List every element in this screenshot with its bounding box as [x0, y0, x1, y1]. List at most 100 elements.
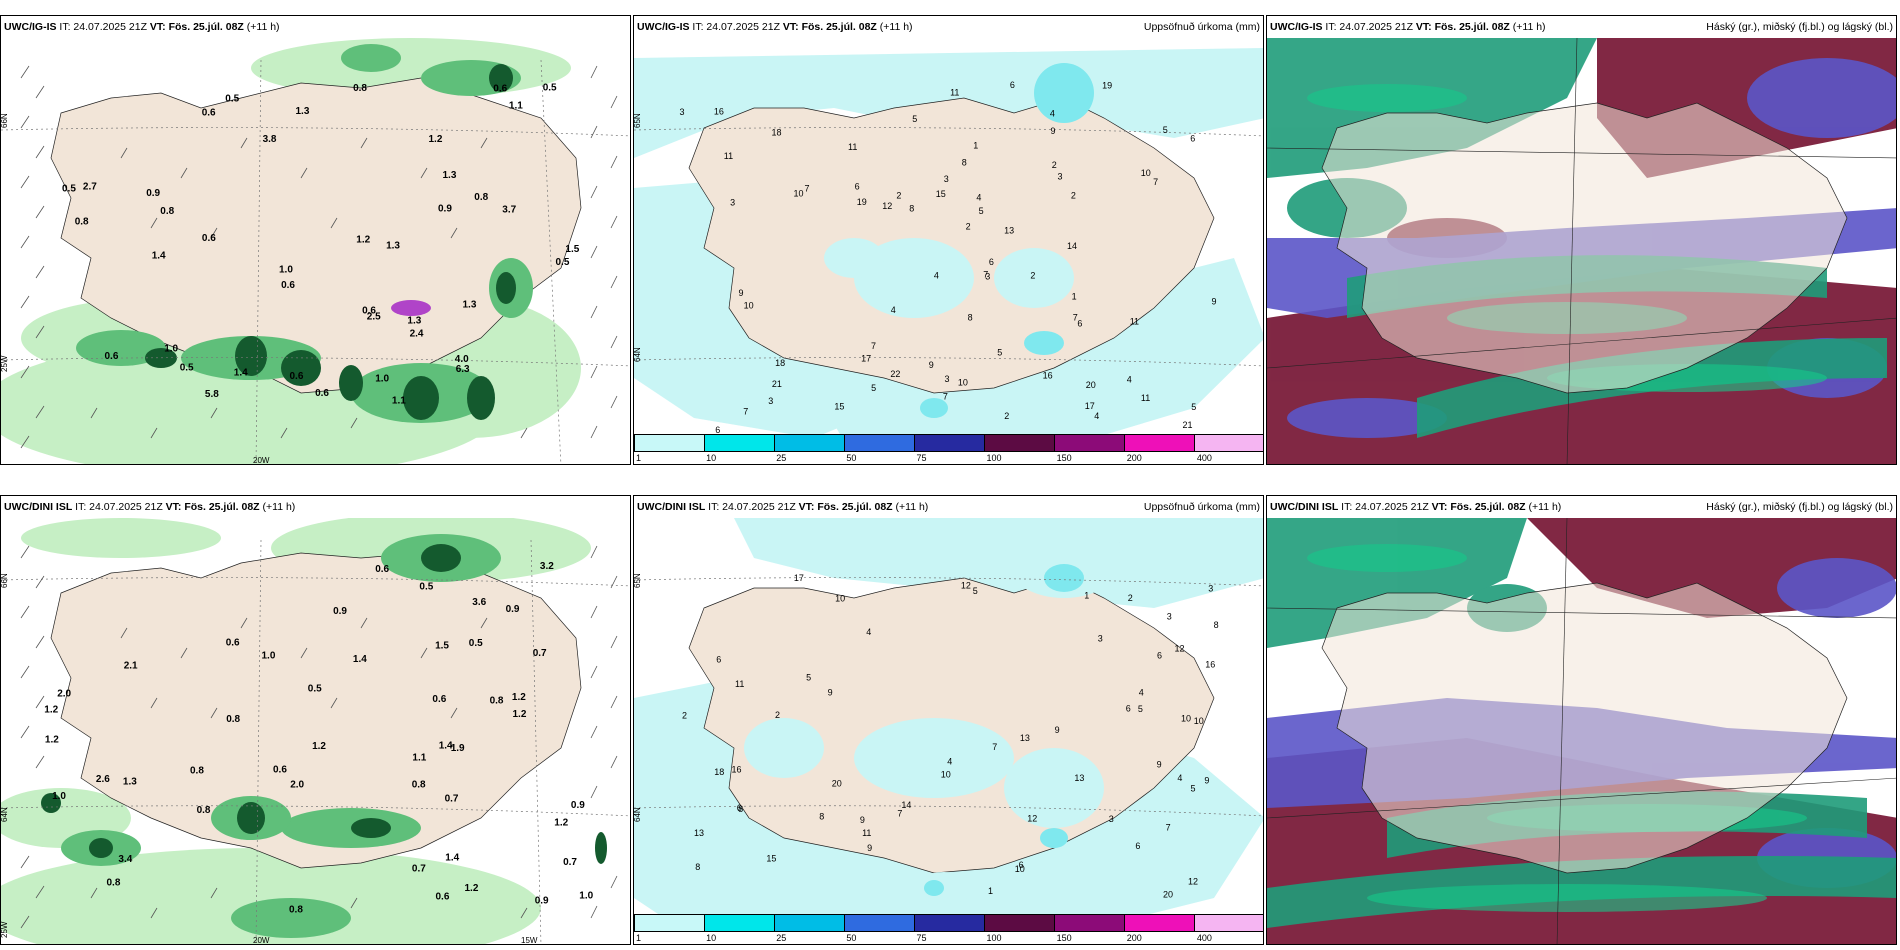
value-label: 5.8 [205, 389, 219, 400]
colorbar-ticks: 1 10 25 50 75 100 150 200 400 [634, 932, 1263, 944]
axis-lon: 25W [1, 921, 9, 938]
value-label: 18 [775, 358, 785, 368]
value-label: 21 [1183, 420, 1193, 430]
value-label: 6 [1157, 651, 1162, 661]
value-label: 1.2 [429, 134, 443, 145]
value-label: 2 [682, 711, 687, 721]
colorbar-swatch [635, 915, 705, 931]
value-label: 3 [1208, 584, 1213, 594]
value-label: 3 [1109, 814, 1114, 824]
value-label: 5 [979, 206, 984, 216]
value-labels: 5869410202015171213131691091864321213876… [682, 573, 1219, 900]
value-label: 7 [992, 742, 997, 752]
panel-header: UWC/IG-IS IT: 24.07.2025 21Z VT: Fös. 25… [634, 16, 1263, 38]
colorbar-swatch [1125, 435, 1195, 451]
value-label: 11 [1130, 316, 1139, 326]
wind-map: 66N 64N 25W 20W 15W 0.8 0.9 0.8 1.2 0.7 0.5 1.… [1, 518, 630, 945]
axis-lat: 65N [634, 113, 642, 128]
value-label: 2 [1128, 593, 1133, 603]
value-label: 0.5 [180, 363, 194, 374]
value-label: 2.7 [83, 182, 97, 193]
value-label: 0.6 [290, 371, 304, 382]
value-label: 0.8 [226, 714, 240, 725]
forecast-step: (+11 h) [892, 501, 929, 513]
value-label: 1.2 [513, 709, 527, 720]
value-label: 2 [775, 710, 780, 720]
value-label: 0.5 [308, 684, 322, 695]
forecast-step: (+11 h) [876, 21, 913, 33]
colorbar-ticks: 1 10 25 50 75 100 150 200 400 [634, 452, 1263, 464]
colorbar-tick: 400 [1196, 933, 1212, 943]
init-time: IT: 24.07.2025 21Z [1338, 501, 1432, 513]
value-label: 11 [848, 142, 857, 152]
value-label: 10 [1194, 716, 1204, 726]
value-label: 7 [871, 341, 876, 351]
value-label: 6 [855, 182, 860, 192]
colorbar-tick: 400 [1196, 453, 1212, 463]
value-label: 11 [724, 151, 733, 161]
value-label: 1.3 [123, 776, 137, 787]
value-label: 2 [896, 191, 901, 201]
value-label: 4 [891, 305, 896, 315]
value-label: 0.8 [289, 904, 303, 915]
value-label: 1.2 [45, 735, 59, 746]
value-label: 0.7 [533, 648, 547, 659]
value-label: 3 [1098, 633, 1103, 643]
valid-label: VT: [165, 501, 182, 513]
value-label: 5 [973, 586, 978, 596]
valid-label: VT: [798, 501, 815, 513]
value-label: 0.6 [375, 564, 389, 575]
colorbar-swatches [634, 914, 1263, 932]
value-label: 0.9 [333, 606, 347, 617]
value-label: 6.3 [456, 364, 470, 375]
value-label: 6 [989, 257, 994, 267]
panel-top-cloud: UWC/IG-IS IT: 24.07.2025 21Z VT: Fös. 25… [1266, 15, 1897, 465]
valid-label: VT: [1415, 21, 1432, 33]
value-label: 16 [714, 106, 724, 116]
colorbar-swatch [915, 915, 985, 931]
panel-header: UWC/DINI ISL IT: 24.07.2025 21Z VT: Fös.… [1267, 496, 1896, 518]
valid-time: Fös. 25.júl. 08Z [798, 21, 877, 33]
value-label: 0.5 [419, 582, 433, 593]
value-label: 7 [1073, 312, 1078, 322]
colorbar-swatch [915, 435, 985, 451]
value-label: 7 [943, 391, 948, 401]
axis-lon: 15W [521, 936, 538, 945]
forecast-step: (+11 h) [1525, 501, 1562, 513]
axis-lon: 25W [1, 355, 9, 372]
value-label: 15 [766, 854, 776, 864]
value-label: 13 [1004, 225, 1014, 235]
value-label: 9 [1051, 126, 1056, 136]
colorbar-swatch [705, 435, 775, 451]
colorbar-tick: 150 [1056, 453, 1072, 463]
colorbar-swatch [705, 915, 775, 931]
valid-label: VT: [149, 21, 166, 33]
value-label: 5 [806, 673, 811, 683]
value-label: 1.2 [44, 704, 58, 715]
value-label: 2.5 [367, 312, 381, 323]
colorbar-swatch [985, 915, 1055, 931]
value-label: 0.6 [202, 108, 216, 119]
value-label: 1.4 [445, 853, 459, 864]
value-label: 4 [1050, 109, 1055, 119]
value-label: 1.9 [451, 743, 465, 754]
value-label: 11 [862, 828, 871, 838]
value-label: 1.0 [375, 374, 389, 385]
init-time: IT: 24.07.2025 21Z [56, 21, 150, 33]
value-label: 0.7 [412, 864, 426, 875]
value-label: 0.8 [107, 878, 121, 889]
value-label: 5 [912, 114, 917, 124]
value-label: 10 [835, 594, 845, 604]
value-label: 11 [735, 679, 744, 689]
value-label: 16 [1043, 370, 1053, 380]
value-label: 5 [1191, 402, 1196, 412]
value-label: 4 [1139, 688, 1144, 698]
panel-header: UWC/IG-IS IT: 24.07.2025 21Z VT: Fös. 25… [1267, 16, 1896, 38]
value-label: 16 [1205, 660, 1215, 670]
precip-map: 65N 64N 58694102020151712131316910918643… [634, 518, 1263, 944]
value-label: 3 [945, 374, 950, 384]
value-label: 0.6 [493, 84, 507, 95]
panel-field-title: Uppsöfnuð úrkoma (mm) [1143, 501, 1260, 513]
value-label: 3 [680, 107, 685, 117]
value-label: 10 [1181, 714, 1191, 724]
